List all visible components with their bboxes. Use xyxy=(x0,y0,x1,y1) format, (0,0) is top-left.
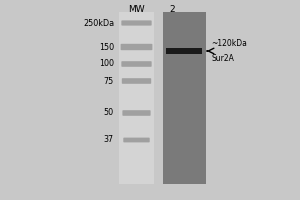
FancyBboxPatch shape xyxy=(122,20,152,26)
Text: 250kDa: 250kDa xyxy=(83,19,114,27)
Text: 75: 75 xyxy=(104,76,114,86)
Text: ~120kDa: ~120kDa xyxy=(212,39,248,48)
Text: 2: 2 xyxy=(170,5,175,14)
Text: 50: 50 xyxy=(104,108,114,117)
FancyBboxPatch shape xyxy=(122,61,152,67)
Bar xyxy=(119,12,154,184)
Text: 150: 150 xyxy=(99,43,114,51)
FancyBboxPatch shape xyxy=(123,138,150,142)
Text: 37: 37 xyxy=(104,136,114,144)
Text: Sur2A: Sur2A xyxy=(212,54,234,63)
FancyBboxPatch shape xyxy=(122,78,151,84)
Bar xyxy=(163,12,206,184)
FancyBboxPatch shape xyxy=(122,110,151,116)
Bar xyxy=(167,48,203,54)
Text: 100: 100 xyxy=(99,60,114,68)
FancyBboxPatch shape xyxy=(121,44,152,50)
Text: MW: MW xyxy=(128,5,145,14)
